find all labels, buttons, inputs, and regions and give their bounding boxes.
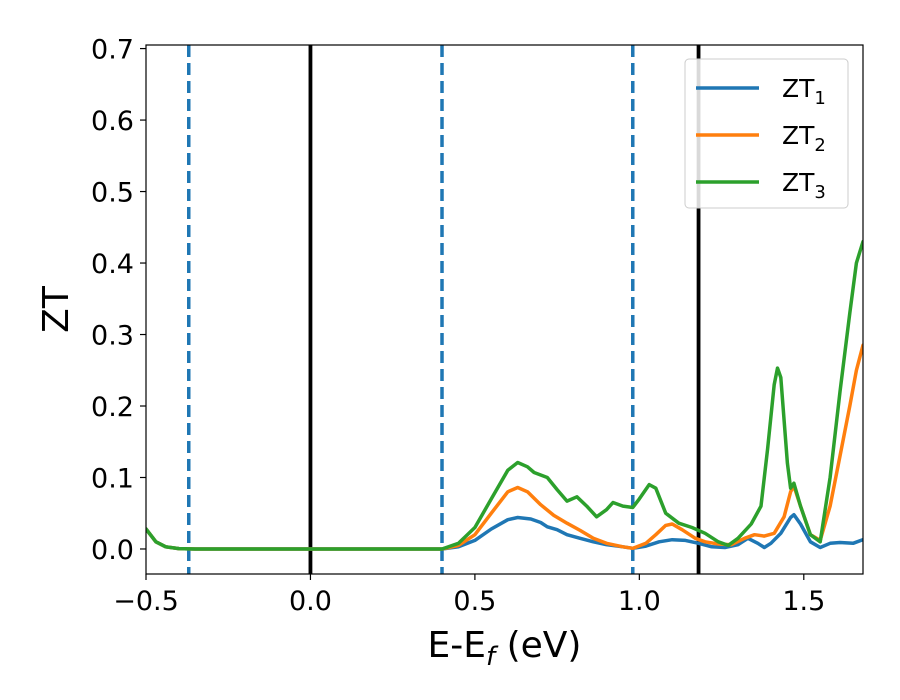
y-axis-title: ZT bbox=[36, 285, 77, 333]
legend-label-1: ZT1 bbox=[782, 74, 826, 109]
x-tick-label: 1.5 bbox=[782, 586, 825, 617]
x-axis-title: E-Ef (eV) bbox=[428, 625, 582, 672]
x-tick-label: −0.5 bbox=[113, 586, 179, 617]
x-axis-title-main: E-E bbox=[428, 625, 486, 666]
axes-frame bbox=[145, 44, 864, 575]
legend-label-2: ZT2 bbox=[782, 121, 826, 156]
y-tick-label: 0.4 bbox=[91, 249, 134, 280]
y-axis-ticks: 0.0 0.1 0.2 0.3 0.4 0.5 0.6 0.7 bbox=[91, 35, 146, 566]
x-axis-ticks: −0.5 0.0 0.5 1.0 1.5 bbox=[113, 574, 825, 617]
legend-box bbox=[684, 58, 849, 209]
y-tick-label: 0.7 bbox=[91, 35, 134, 66]
x-tick-label: 1.0 bbox=[618, 586, 661, 617]
vertical-reference-lines bbox=[187, 45, 701, 574]
y-tick-label: 0.6 bbox=[91, 106, 134, 137]
y-tick-label: 0.3 bbox=[91, 321, 134, 352]
y-tick-label: 0.1 bbox=[91, 463, 134, 494]
series-lines bbox=[146, 239, 863, 551]
x-axis-title-unit: (eV) bbox=[495, 625, 581, 666]
y-tick-label: 0.2 bbox=[91, 392, 134, 423]
y-tick-label: 0.5 bbox=[91, 178, 134, 209]
x-tick-label: 0.0 bbox=[289, 586, 332, 617]
y-tick-label: 0.0 bbox=[91, 535, 134, 566]
legend: ZT1 ZT2 ZT3 bbox=[684, 58, 849, 209]
legend-label-3: ZT3 bbox=[782, 168, 826, 203]
series-line-3 bbox=[146, 239, 863, 551]
x-tick-label: 0.5 bbox=[453, 586, 496, 617]
